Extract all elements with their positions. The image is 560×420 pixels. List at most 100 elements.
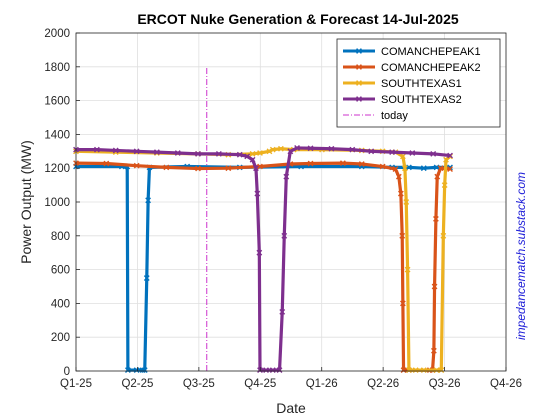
x-tick-label: Q4-26: [490, 378, 522, 390]
data-point: [112, 147, 119, 154]
data-point: [249, 156, 256, 163]
data-point: [141, 367, 148, 374]
y-tick-label: 200: [51, 332, 70, 344]
ticks: 0 200 400 600 800 1000 1200 1400 1600 1800 2000 Q1-…: [44, 28, 522, 390]
data-point: [266, 148, 273, 155]
data-point: [174, 150, 181, 156]
y-tick-label: 400: [51, 298, 70, 310]
legend-label: COMANCHEPEAK2: [381, 62, 481, 74]
data-point: [412, 367, 419, 374]
data-point: [281, 232, 288, 239]
data-point: [447, 166, 453, 172]
data-point: [254, 190, 261, 197]
data-point: [420, 165, 427, 172]
y-tick-label: 1000: [44, 197, 70, 209]
data-point: [434, 173, 441, 180]
data-point: [395, 173, 402, 180]
legend-marker: [356, 96, 362, 102]
data-point: [269, 146, 276, 153]
data-point: [163, 164, 170, 171]
data-point: [143, 275, 150, 281]
legend-item: today: [343, 110, 408, 122]
data-point: [399, 153, 406, 160]
y-tick-label: 0: [64, 366, 70, 378]
data-point: [433, 216, 439, 222]
x-tick-label: Q2-26: [367, 378, 399, 390]
x-tick-label: Q3-25: [183, 378, 215, 390]
data-point: [236, 151, 243, 158]
data-point: [294, 145, 300, 151]
data-point: [256, 249, 263, 256]
data-point: [257, 150, 263, 156]
data-point: [277, 145, 284, 152]
legend-item: SOUTHTEXAS2: [343, 94, 462, 106]
data-point: [279, 308, 286, 315]
data-point: [307, 160, 314, 167]
data-point: [269, 367, 276, 374]
data-point: [349, 146, 356, 153]
data-point: [276, 367, 283, 374]
y-tick-label: 2000: [44, 28, 70, 40]
legend-label: SOUTHTEXAS2: [381, 94, 462, 106]
data-point: [368, 148, 375, 155]
data-point: [441, 182, 448, 188]
data-point: [257, 163, 263, 170]
data-point: [399, 232, 406, 239]
data-point: [244, 153, 251, 160]
legend-item: COMANCHEPEAK2: [343, 62, 481, 74]
x-tick-label: Q2-25: [121, 378, 153, 390]
data-point: [253, 165, 259, 172]
y-axis-label: Power Output (MW): [18, 140, 34, 264]
data-point: [400, 367, 407, 374]
data-point: [397, 190, 404, 197]
data-point: [133, 367, 140, 374]
data-point: [249, 150, 256, 157]
y-tick-label: 800: [51, 231, 70, 243]
y-tick-label: 1400: [44, 129, 70, 141]
legend: COMANCHEPEAK1 COMANCHEPEAK2 SOUTHTEXAS1 SOU…: [336, 38, 501, 128]
x-axis-label: Date: [276, 400, 306, 416]
y-tick-label: 1600: [44, 96, 70, 108]
data-point: [358, 161, 365, 167]
data-point: [447, 152, 453, 159]
data-point: [402, 165, 408, 172]
data-point: [139, 367, 146, 374]
legend-item: SOUTHTEXAS1: [343, 78, 462, 90]
data-point: [379, 163, 386, 170]
data-point: [328, 145, 335, 152]
data-point: [438, 367, 445, 374]
data-point: [406, 164, 412, 171]
x-tick-label: Q3-26: [429, 378, 461, 390]
data-point: [420, 367, 427, 374]
chart-title: ERCOT Nuke Generation & Forecast 14-Jul-…: [137, 11, 459, 27]
series-layer: [73, 145, 453, 374]
data-point: [340, 160, 346, 167]
x-tick-label: Q4-25: [244, 378, 276, 390]
data-point: [133, 162, 140, 169]
watermark-text: impedancematch.substack.com: [514, 172, 528, 340]
data-point: [409, 150, 416, 156]
legend-label: SOUTHTEXAS1: [381, 78, 462, 90]
data-point: [195, 150, 201, 157]
data-point: [392, 166, 399, 172]
y-tick-label: 600: [51, 265, 70, 277]
data-point: [440, 232, 447, 239]
y-tick-label: 1200: [44, 163, 70, 175]
data-point: [406, 367, 412, 374]
data-point: [431, 283, 438, 290]
x-tick-label: Q1-25: [60, 378, 92, 390]
legend-marker: [356, 64, 362, 70]
data-point: [195, 165, 201, 172]
legend-marker: [356, 48, 362, 54]
data-point: [287, 148, 294, 155]
legend-item: COMANCHEPEAK1: [343, 46, 481, 58]
data-point: [145, 197, 152, 204]
data-point: [433, 367, 440, 374]
data-point: [125, 367, 131, 374]
series-southtexas2: [73, 145, 453, 374]
data-point: [399, 300, 406, 307]
data-point: [437, 165, 444, 172]
data-point: [283, 173, 290, 180]
data-point: [307, 145, 314, 152]
